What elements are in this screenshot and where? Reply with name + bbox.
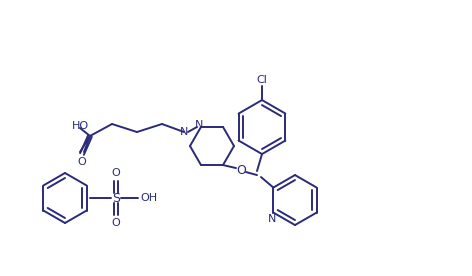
Text: S: S [112, 192, 120, 205]
Text: O: O [77, 157, 86, 167]
Text: N: N [268, 214, 276, 224]
Text: O: O [111, 218, 120, 228]
Text: N: N [195, 120, 203, 130]
Text: OH: OH [141, 193, 158, 203]
Text: HO: HO [72, 121, 89, 131]
Text: O: O [236, 164, 246, 177]
Text: N: N [180, 127, 188, 137]
Text: O: O [111, 168, 120, 178]
Text: Cl: Cl [257, 75, 268, 85]
